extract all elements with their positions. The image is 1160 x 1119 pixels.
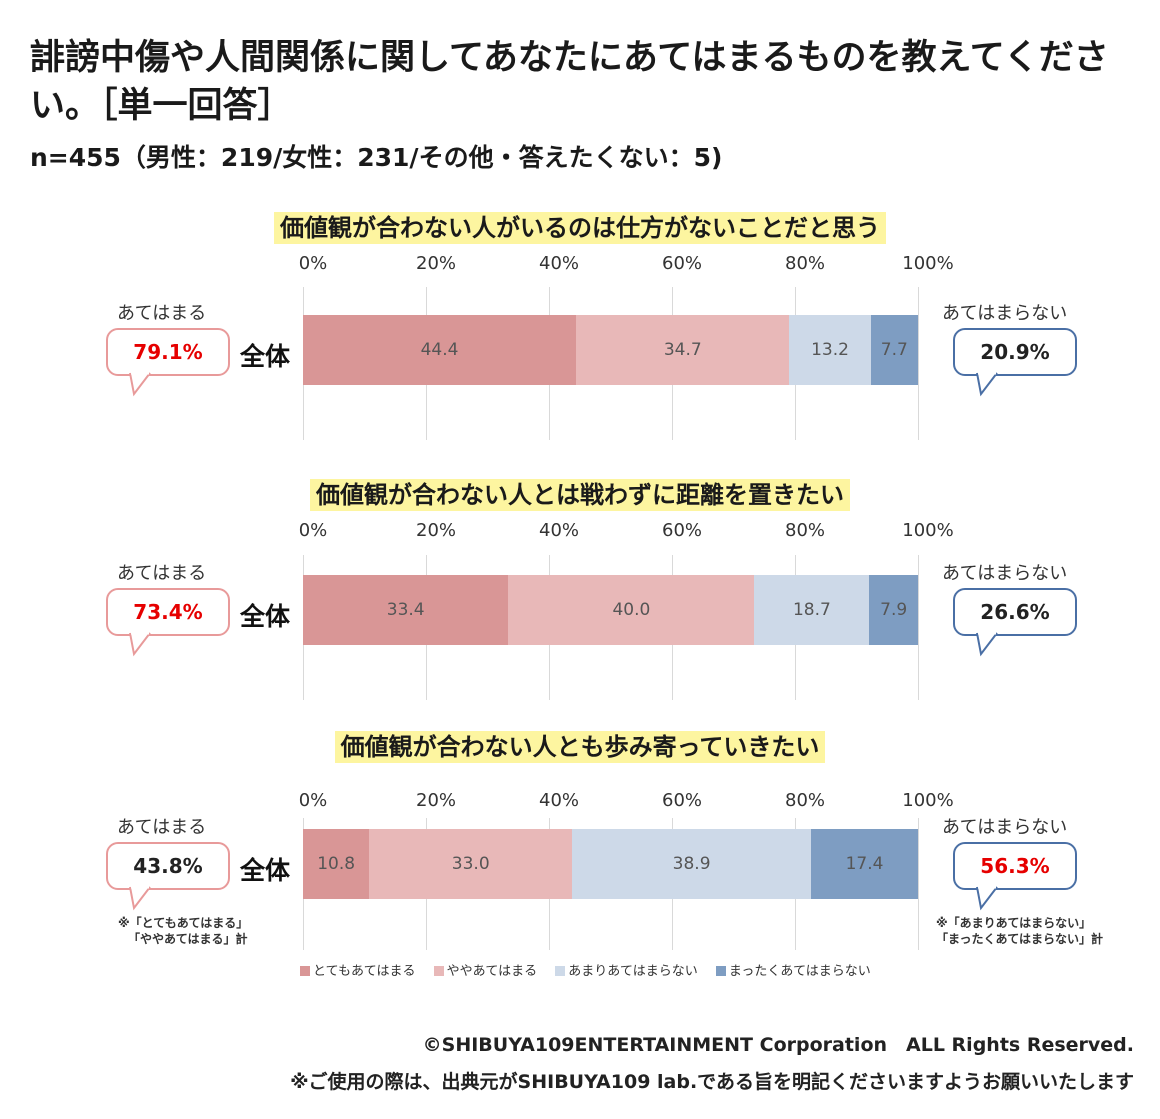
sample-size: n=455（男性：219/女性：231/その他・答えたくない：5): [30, 143, 723, 172]
gridline: [918, 555, 919, 700]
data-label: 18.7: [792, 600, 831, 620]
x-tick-label: 20%: [415, 520, 457, 541]
bar-segment-very-applies: [303, 315, 577, 385]
data-label: 7.7: [880, 340, 908, 360]
negative-note-line-2: 「まったくあてはまらない」計: [936, 932, 1104, 946]
data-label: 17.4: [845, 854, 884, 874]
bar-segment-not-at-all: [870, 315, 918, 385]
bar-segment-not-really: [572, 829, 812, 899]
legend-label: とてもあてはまる: [313, 964, 416, 979]
legend-swatch: [715, 966, 726, 976]
legend-swatch: [555, 966, 566, 976]
positive-caption: あてはまる: [117, 817, 207, 838]
negative-total-callout: 20.9%: [953, 328, 1077, 376]
chart-title: 価値観が合わない人とは戦わずに距離を置きたい: [0, 475, 1160, 511]
chart-title-text: 価値観が合わない人がいるのは仕方がないことだと思う: [274, 212, 886, 244]
gridline: [918, 818, 919, 950]
positive-callout-tail: [129, 372, 151, 397]
data-label: 44.4: [420, 340, 459, 360]
page-title: 誹謗中傷や人間関係に関してあなたにあてはまるものを教えてください。［単一回答］: [30, 38, 1109, 126]
x-tick-label: 0%: [298, 790, 328, 811]
x-tick-label: 20%: [415, 253, 457, 274]
x-tick-label: 0%: [298, 520, 328, 541]
x-tick-label: 0%: [298, 253, 328, 274]
x-tick-label: 80%: [784, 253, 826, 274]
negative-callout-tail: [976, 886, 998, 911]
chart-title-text: 価値観が合わない人とも歩み寄っていきたい: [334, 731, 826, 763]
positive-total-callout: 73.4%: [106, 588, 230, 636]
legend-item-very-applies: とてもあてはまる: [300, 960, 415, 979]
positive-callout-tail: [129, 632, 151, 657]
x-tick-label: 40%: [538, 253, 580, 274]
negative-callout-tail: [976, 372, 998, 397]
positive-note: ※「とてもあてはまる」 「ややあてはまる」計: [118, 915, 248, 947]
legend-swatch: [300, 966, 310, 976]
data-label: 40.0: [612, 600, 651, 620]
legend-label: まったくあてはまらない: [728, 964, 871, 979]
negative-callout-tail: [976, 632, 998, 657]
negative-caption: あてはまらない: [942, 817, 1068, 838]
x-tick-label: 100%: [902, 520, 954, 541]
x-tick-label: 60%: [661, 790, 703, 811]
x-tick-label: 40%: [538, 520, 580, 541]
positive-callout-tail: [129, 886, 151, 911]
negative-caption: あてはまらない: [942, 563, 1068, 584]
bar-segment-not-at-all: [811, 829, 918, 899]
usage-note: ※ご使用の際は、出典元がSHIBUYA109 lab.である旨を明記くださいます…: [290, 1071, 1134, 1093]
bar-segment-not-really: [754, 575, 870, 645]
positive-caption: あてはまる: [117, 563, 207, 584]
data-label: 7.9: [880, 600, 908, 620]
positive-note-line-1: ※「とてもあてはまる」: [118, 916, 249, 930]
chart-title-text: 価値観が合わない人とは戦わずに距離を置きたい: [310, 479, 850, 511]
x-tick-label: 60%: [661, 520, 703, 541]
x-tick-label: 60%: [661, 253, 703, 274]
gridline: [918, 287, 919, 440]
data-label: 34.7: [663, 340, 702, 360]
negative-total-callout: 56.3%: [953, 842, 1077, 890]
x-tick-label: 100%: [902, 253, 954, 274]
copyright: ©SHIBUYA109ENTERTAINMENT Corporation ALL…: [422, 1034, 1134, 1056]
data-label: 10.8: [317, 854, 356, 874]
x-tick-label: 20%: [415, 790, 457, 811]
chart-title: 価値観が合わない人がいるのは仕方がないことだと思う: [0, 208, 1160, 244]
bar-segment-not-really: [789, 315, 871, 385]
legend-item-somewhat-applies: ややあてはまる: [433, 960, 538, 979]
data-label: 13.2: [811, 340, 849, 360]
data-label: 33.0: [451, 854, 490, 874]
bar-segment-somewhat-applies: [369, 829, 573, 899]
row-label: 全体: [240, 602, 291, 631]
bar-segment-somewhat-applies: [576, 315, 790, 385]
bar-segment-very-applies: [303, 575, 509, 645]
x-tick-label: 100%: [902, 790, 954, 811]
bar-segment-very-applies: [303, 829, 370, 899]
legend-item-not-really: あまりあてはまらない: [555, 960, 698, 979]
negative-note: ※「あまりあてはまらない」 「まったくあてはまらない」計: [936, 915, 1103, 947]
bar-segment-somewhat-applies: [508, 575, 755, 645]
row-label: 全体: [240, 856, 291, 885]
x-tick-label: 80%: [784, 520, 826, 541]
legend-swatch: [433, 966, 444, 976]
bar-segment-not-at-all: [869, 575, 918, 645]
negative-caption: あてはまらない: [942, 303, 1068, 324]
legend-item-not-at-all: まったくあてはまらない: [715, 960, 871, 979]
chart-title: 価値観が合わない人とも歩み寄っていきたい: [0, 727, 1160, 763]
data-label: 33.4: [386, 600, 425, 620]
data-label: 38.9: [672, 854, 711, 874]
legend: とてもあてはまる ややあてはまる あまりあてはまらない まったくあてはまらない: [300, 960, 885, 979]
positive-caption: あてはまる: [117, 303, 207, 324]
legend-label: あまりあてはまらない: [568, 964, 698, 979]
positive-note-line-2: 「ややあてはまる」計: [128, 932, 248, 946]
positive-total-callout: 79.1%: [106, 328, 230, 376]
legend-label: ややあてはまる: [446, 964, 538, 979]
positive-total-callout: 43.8%: [106, 842, 230, 890]
x-tick-label: 40%: [538, 790, 580, 811]
x-tick-label: 80%: [784, 790, 826, 811]
row-label: 全体: [240, 342, 291, 371]
negative-note-line-1: ※「あまりあてはまらない」: [936, 916, 1092, 930]
negative-total-callout: 26.6%: [953, 588, 1077, 636]
